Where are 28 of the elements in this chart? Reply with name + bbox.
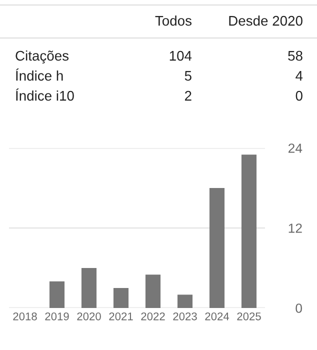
x-tick-label: 2021 xyxy=(109,312,133,320)
y-tick-label: 12 xyxy=(288,224,302,233)
bar xyxy=(113,288,129,308)
bar xyxy=(145,274,161,308)
bar xyxy=(241,154,257,308)
text: 58 xyxy=(288,50,302,61)
text: Todos xyxy=(155,16,192,26)
text: Índice h xyxy=(16,68,63,81)
text: 4 xyxy=(296,71,303,81)
x-tick-label: 2018 xyxy=(13,312,37,320)
text: 5 xyxy=(184,71,192,81)
y-tick-label: 24 xyxy=(288,144,302,153)
x-tick-label: 2024 xyxy=(205,312,230,320)
text: Desde 2020 xyxy=(229,16,302,26)
bar xyxy=(177,294,193,308)
text: 104 xyxy=(170,50,192,61)
x-tick-label: 2023 xyxy=(173,312,197,320)
x-tick-label: 2020 xyxy=(77,312,101,320)
bar xyxy=(81,268,97,308)
bar xyxy=(49,281,65,308)
y-tick-label: 0 xyxy=(296,304,302,313)
bar xyxy=(209,188,225,308)
x-tick-label: 2022 xyxy=(141,312,165,320)
x-tick-label: 2025 xyxy=(237,312,261,320)
x-tick-label: 2019 xyxy=(45,312,69,320)
text: Índice i10 xyxy=(16,88,74,101)
text: 2 xyxy=(184,90,192,101)
text: Citações xyxy=(16,50,69,64)
